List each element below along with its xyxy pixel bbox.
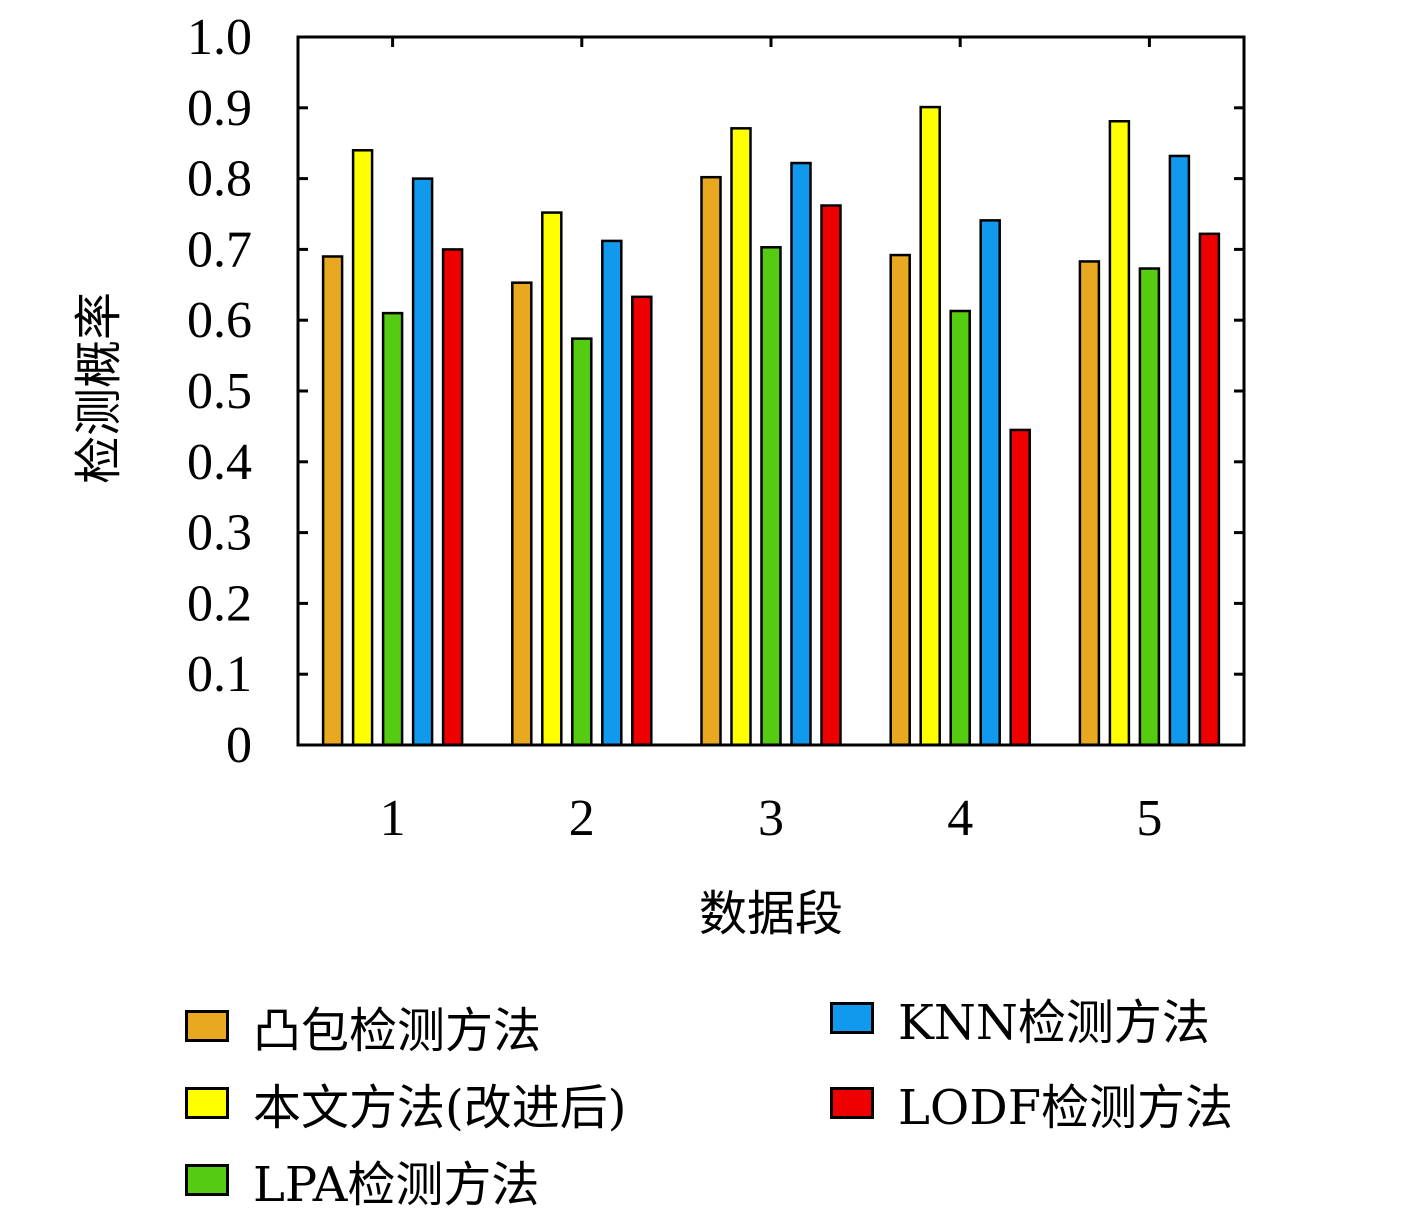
y-tick-label: 0.6 <box>187 292 252 349</box>
legend-swatch <box>185 1164 229 1196</box>
x-tick-label: 2 <box>569 790 595 847</box>
y-tick-label: 0.9 <box>187 80 252 137</box>
x-tick-label: 4 <box>947 790 973 847</box>
bar <box>1078 260 1101 747</box>
x-axis-label: 数据段 <box>699 886 843 942</box>
bars <box>321 105 1221 747</box>
x-tick-label: 5 <box>1136 790 1162 847</box>
y-tick-labels: 0 0.1 0.2 0.3 0.4 0.5 0.6 0.7 0.8 0.9 1.0 <box>187 9 252 774</box>
bar <box>730 127 752 747</box>
bar <box>601 239 623 747</box>
bar <box>511 281 533 747</box>
bar <box>700 175 722 747</box>
legend-item-lpa: LPA检测方法 <box>185 1150 539 1213</box>
y-tick-label: 0.8 <box>187 151 252 208</box>
bar <box>411 177 434 747</box>
bar <box>541 211 563 747</box>
bar <box>381 311 404 747</box>
legend-label: 凸包检测方法 <box>253 1003 542 1059</box>
y-tick-label: 0.3 <box>187 505 252 562</box>
bar <box>351 149 374 747</box>
bar <box>820 204 842 747</box>
x-tick-label: 1 <box>380 790 406 847</box>
legend-swatch <box>830 1002 874 1034</box>
legend-label: LPA检测方法 <box>253 1157 540 1213</box>
bar <box>441 248 464 747</box>
bar <box>919 105 941 747</box>
legend-label: LODF检测方法 <box>898 1080 1234 1136</box>
legend-item-knn: KNN检测方法 <box>830 988 1210 1051</box>
x-tick-labels: 1 2 3 4 5 <box>380 790 1163 847</box>
bar-chart: 0 0.1 0.2 0.3 0.4 0.5 0.6 0.7 0.8 0.9 1.0 1 2 3 4 5 数据… <box>71 9 1246 942</box>
bar <box>571 337 593 747</box>
y-tick-label: 1.0 <box>187 9 252 66</box>
legend-item-convex-hull: 凸包检测方法 <box>185 996 541 1059</box>
y-tick-label: 0.4 <box>187 434 252 491</box>
y-tick-label: 0.2 <box>187 575 252 632</box>
bar <box>631 295 653 747</box>
legend-swatch <box>185 1010 229 1042</box>
bar <box>760 246 782 747</box>
bar <box>1108 120 1131 747</box>
legend-label: KNN检测方法 <box>898 995 1210 1051</box>
y-tick-label: 0 <box>226 717 252 774</box>
legend-item-proposed: 本文方法(改进后) <box>185 1073 626 1136</box>
y-tick-label: 0.1 <box>187 646 252 703</box>
legend-swatch <box>830 1087 874 1119</box>
y-tick-label: 0.7 <box>187 221 252 278</box>
x-tick-label: 3 <box>758 790 784 847</box>
bar <box>1009 428 1031 747</box>
y-axis-label: 检测概率 <box>71 292 127 484</box>
plot-frame <box>296 35 1246 747</box>
bar <box>321 255 344 747</box>
bar <box>1168 154 1191 747</box>
bar <box>949 309 971 747</box>
legend-item-lodf: LODF检测方法 <box>830 1073 1233 1136</box>
bar <box>979 219 1001 747</box>
y-tick-label: 0.5 <box>187 363 252 420</box>
legend-label: 本文方法(改进后) <box>253 1080 627 1136</box>
bar <box>1138 267 1161 747</box>
legend: 凸包检测方法 KNN检测方法 本文方法(改进后) LODF检测方法 LPA检测方… <box>185 988 1385 1218</box>
bar <box>790 161 812 747</box>
legend-swatch <box>185 1087 229 1119</box>
bar <box>889 253 911 747</box>
bar <box>1198 232 1221 747</box>
